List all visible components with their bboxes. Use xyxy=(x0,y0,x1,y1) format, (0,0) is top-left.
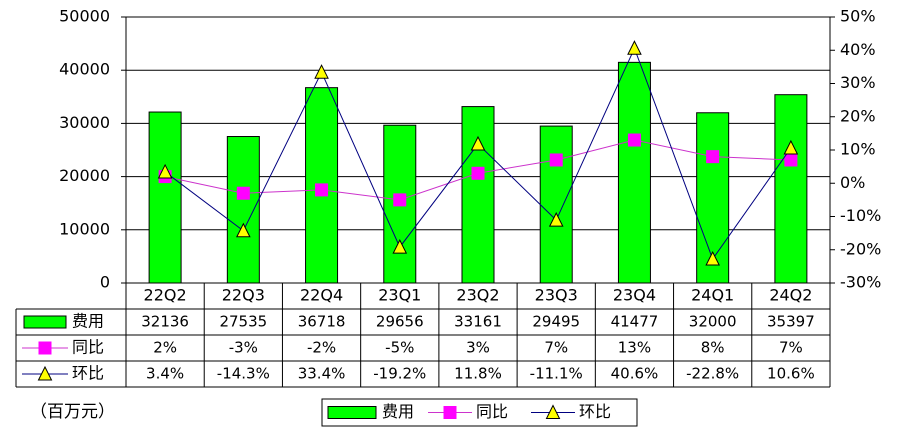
data-label: 32000 xyxy=(689,313,737,331)
left-axis-tick-label: 40000 xyxy=(59,60,110,79)
data-label: 32136 xyxy=(141,313,189,331)
data-label: -2% xyxy=(307,339,336,357)
right-axis-tick-label: -20% xyxy=(840,239,881,258)
category-label: 22Q3 xyxy=(222,286,265,305)
row-key-marker-同比 xyxy=(38,341,52,355)
left-axis-tick-label: 30000 xyxy=(59,113,110,132)
row-label-同比: 同比 xyxy=(72,338,104,357)
point-环比-23Q4 xyxy=(627,40,642,55)
unit-note: （百万元） xyxy=(30,402,115,422)
right-axis-tick-label: 20% xyxy=(840,106,876,125)
category-label: 23Q1 xyxy=(378,286,421,305)
legend-swatch-费用 xyxy=(327,406,377,419)
data-label: 11.8% xyxy=(454,365,502,383)
data-label: 13% xyxy=(618,339,651,357)
category-label: 23Q2 xyxy=(456,286,499,305)
data-label: -14.3% xyxy=(217,365,270,383)
data-label: -3% xyxy=(229,339,258,357)
data-label: 29656 xyxy=(376,313,424,331)
data-label: 7% xyxy=(544,339,568,357)
right-axis-tick-label: 50% xyxy=(840,7,876,26)
data-label: 8% xyxy=(701,339,725,357)
data-label: 33161 xyxy=(454,313,502,331)
legend-label-环比: 环比 xyxy=(579,402,611,421)
data-label: -19.2% xyxy=(373,365,426,383)
row-key-费用 xyxy=(23,315,67,329)
bar-22Q3 xyxy=(226,136,260,284)
legend-label-费用: 费用 xyxy=(382,402,414,421)
row-label-费用: 费用 xyxy=(72,312,104,331)
point-同比-24Q2 xyxy=(784,153,798,167)
point-环比-23Q2 xyxy=(470,135,486,151)
data-label: 2% xyxy=(153,339,177,357)
data-label: 41477 xyxy=(611,313,659,331)
data-label: 35397 xyxy=(767,313,815,331)
category-label: 22Q4 xyxy=(300,286,343,305)
row-label-环比: 环比 xyxy=(72,364,104,383)
left-axis-tick-label: 10000 xyxy=(59,219,110,238)
bar-24Q2 xyxy=(774,94,808,284)
point-同比-23Q4 xyxy=(627,133,641,147)
category-label: 24Q2 xyxy=(769,286,812,305)
bar-23Q4 xyxy=(617,61,651,284)
point-环比-22Q3 xyxy=(236,222,251,238)
right-axis-tick-label: 0% xyxy=(840,173,865,192)
legend-marker-同比 xyxy=(443,406,457,419)
point-同比-23Q2 xyxy=(471,166,485,180)
right-axis-tick-label: 10% xyxy=(840,140,876,159)
data-label: 33.4% xyxy=(298,365,346,383)
data-label: 29495 xyxy=(532,313,580,331)
point-同比-23Q3 xyxy=(549,153,563,167)
data-label: 27535 xyxy=(219,313,267,331)
point-环比-23Q1 xyxy=(392,238,408,254)
point-同比-22Q4 xyxy=(315,183,329,197)
point-环比-23Q3 xyxy=(548,212,564,227)
left-axis-tick-label: 50000 xyxy=(59,7,110,26)
data-label: 7% xyxy=(779,339,803,357)
row-key-marker-环比 xyxy=(37,365,53,381)
legend-marker-环比 xyxy=(545,404,561,419)
point-环比-24Q2 xyxy=(783,139,799,155)
bar-23Q3 xyxy=(539,125,573,284)
legend-label-同比: 同比 xyxy=(476,402,508,421)
point-环比-22Q2 xyxy=(157,163,173,179)
right-axis-tick-label: -30% xyxy=(840,273,881,292)
data-label: 3% xyxy=(466,339,490,357)
data-label: -11.1% xyxy=(530,365,583,383)
bar-23Q2 xyxy=(461,106,495,284)
point-环比-22Q4 xyxy=(314,64,329,79)
point-环比-24Q1 xyxy=(705,250,720,266)
right-axis-tick-label: 40% xyxy=(840,40,876,59)
left-axis-tick-label: 20000 xyxy=(59,166,110,185)
point-同比-23Q1 xyxy=(393,193,407,207)
point-同比-24Q1 xyxy=(706,150,720,164)
right-axis-tick-label: 30% xyxy=(840,73,876,92)
bar-22Q2 xyxy=(148,111,182,284)
data-label: -5% xyxy=(385,339,414,357)
category-label: 22Q2 xyxy=(144,286,187,305)
data-label: 10.6% xyxy=(767,365,815,383)
data-label: -22.8% xyxy=(686,365,739,383)
category-label: 23Q4 xyxy=(613,286,656,305)
category-label: 24Q1 xyxy=(691,286,734,305)
left-axis-tick-label: 0 xyxy=(100,273,110,292)
data-label: 3.4% xyxy=(146,365,184,383)
point-同比-22Q3 xyxy=(236,186,250,200)
category-label: 23Q3 xyxy=(535,286,578,305)
data-label: 40.6% xyxy=(611,365,659,383)
right-axis-tick-label: -10% xyxy=(840,206,881,225)
data-label: 36718 xyxy=(298,313,346,331)
